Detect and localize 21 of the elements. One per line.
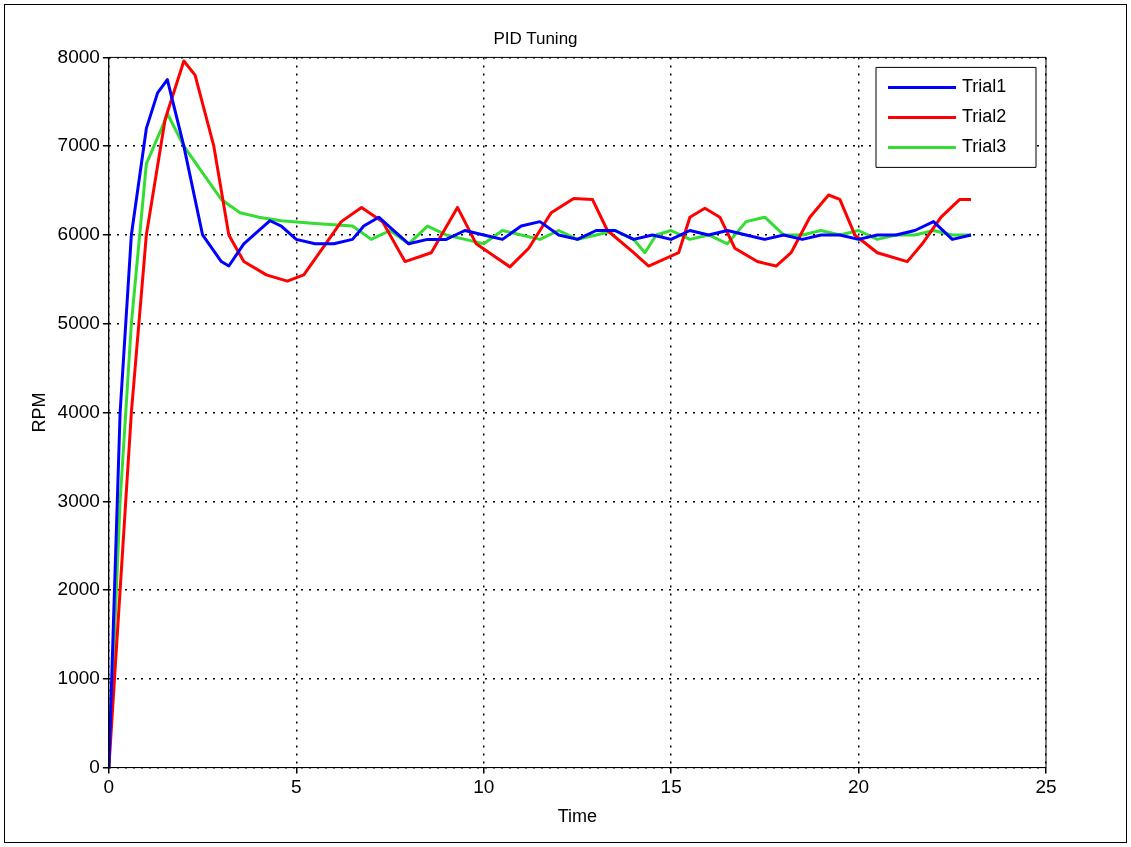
y-axis-title: RPM (28, 392, 49, 433)
y-tick-label: 2000 (57, 578, 100, 600)
y-tick-label: 4000 (57, 400, 100, 422)
y-tick-label: 5000 (57, 311, 100, 333)
y-tick-label: 0 (89, 755, 100, 777)
x-tick-label: 20 (848, 776, 870, 798)
legend-label: Trial1 (962, 76, 1007, 97)
x-tick-label: 0 (103, 776, 115, 798)
legend-label: Trial3 (962, 136, 1007, 157)
x-tick-label: 10 (473, 776, 495, 798)
x-tick-label: 25 (1035, 776, 1057, 798)
y-tick-label: 6000 (57, 223, 100, 245)
x-tick-label: 15 (660, 776, 682, 798)
legend-label: Trial2 (962, 106, 1007, 127)
y-tick-label: 7000 (57, 134, 100, 156)
y-tick-label: 1000 (57, 667, 100, 689)
x-tick-label: 5 (291, 776, 302, 798)
y-tick-label: 8000 (57, 45, 100, 67)
x-axis-title: Time (557, 806, 598, 827)
chart-title: PID Tuning (493, 28, 578, 48)
y-tick-label: 3000 (57, 489, 100, 511)
